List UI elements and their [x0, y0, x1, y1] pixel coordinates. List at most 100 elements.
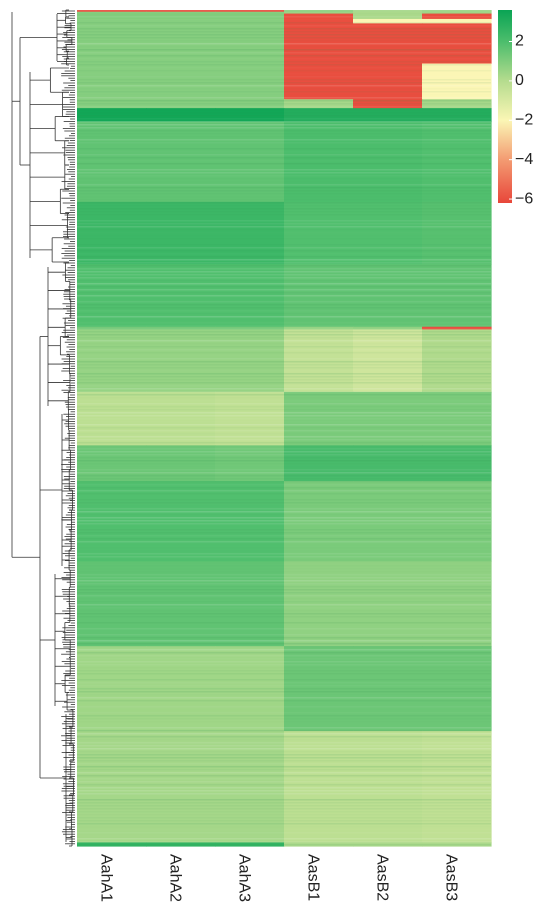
texture-line — [77, 769, 491, 771]
texture-line — [77, 688, 491, 690]
texture-line — [77, 529, 491, 531]
texture-line — [77, 385, 491, 387]
heatmap-cell — [77, 646, 147, 732]
texture-line — [77, 832, 491, 834]
heatmap-cell — [77, 730, 147, 844]
texture-line — [77, 31, 491, 33]
texture-line — [77, 280, 491, 282]
texture-line — [77, 73, 491, 75]
texture-line — [77, 748, 491, 750]
texture-line — [77, 676, 491, 678]
texture-line — [77, 253, 491, 255]
texture-line — [77, 841, 491, 843]
heatmap-cell — [215, 391, 285, 446]
heatmap-cell — [284, 201, 354, 265]
texture-line — [77, 364, 491, 366]
heatmap-cell — [284, 18, 354, 24]
texture-line — [77, 637, 491, 639]
texture-line — [77, 94, 491, 96]
texture-line — [77, 667, 491, 669]
texture-line — [77, 463, 491, 465]
texture-line — [77, 457, 491, 459]
heatmap-cell — [422, 18, 492, 24]
heatmap-cell — [215, 201, 285, 265]
texture-line — [77, 436, 491, 438]
texture-line — [77, 601, 491, 603]
texture-line — [77, 262, 491, 264]
texture-line — [77, 631, 491, 633]
heatmap-cell — [353, 63, 423, 100]
texture-line — [77, 808, 491, 810]
texture-line — [77, 466, 491, 468]
texture-line — [77, 640, 491, 642]
texture-line — [77, 628, 491, 630]
texture-line — [77, 706, 491, 708]
texture-line — [77, 439, 491, 441]
texture-line — [77, 103, 491, 105]
texture-line — [77, 376, 491, 378]
heatmap-cell — [146, 108, 216, 123]
texture-line — [77, 346, 491, 348]
texture-line — [77, 157, 491, 159]
heatmap-cell — [422, 445, 492, 482]
texture-line — [77, 232, 491, 234]
heatmap-cell — [215, 99, 285, 109]
texture-line — [77, 697, 491, 699]
heatmap-cell — [77, 391, 147, 446]
texture-line — [77, 154, 491, 156]
texture-line — [77, 490, 491, 492]
texture-line — [77, 790, 491, 792]
heatmap-cell — [146, 99, 216, 109]
heatmap-cell — [422, 13, 492, 20]
texture-line — [77, 355, 491, 357]
heatmap-cell — [284, 13, 354, 20]
texture-line — [77, 298, 491, 300]
texture-line — [77, 292, 491, 294]
texture-line — [77, 199, 491, 201]
texture-line — [77, 817, 491, 819]
heatmap-cell — [146, 63, 216, 100]
texture-line — [77, 409, 491, 411]
texture-line — [77, 481, 491, 483]
texture-line — [77, 52, 491, 54]
texture-line — [77, 793, 491, 795]
texture-line — [77, 418, 491, 420]
texture-line — [77, 646, 491, 648]
texture-line — [77, 682, 491, 684]
texture-line — [77, 526, 491, 528]
texture-line — [77, 532, 491, 534]
heatmap-cell — [215, 646, 285, 732]
texture-line — [77, 826, 491, 828]
heatmap-cell — [422, 329, 492, 393]
texture-line — [77, 589, 491, 591]
heatmap-cell — [146, 13, 216, 20]
texture-line — [77, 571, 491, 573]
heatmap-cell — [146, 842, 216, 847]
texture-line — [77, 715, 491, 717]
texture-line — [77, 583, 491, 585]
texture-line — [77, 805, 491, 807]
texture-line — [77, 415, 491, 417]
texture-line — [77, 736, 491, 738]
heatmap-cell — [77, 99, 147, 109]
texture-line — [77, 184, 491, 186]
texture-line — [77, 301, 491, 303]
heatmap-cell — [353, 730, 423, 844]
texture-line — [77, 391, 491, 393]
heatmap-cell — [146, 18, 216, 24]
texture-line — [77, 358, 491, 360]
texture-line — [77, 310, 491, 312]
texture-line — [77, 133, 491, 135]
column-label: AahA3 — [235, 854, 252, 902]
texture-line — [77, 592, 491, 594]
texture-line — [77, 19, 491, 21]
texture-line — [77, 823, 491, 825]
texture-line — [77, 577, 491, 579]
heatmap-cell — [284, 10, 354, 13]
texture-line — [77, 649, 491, 651]
heatmap-cell — [146, 201, 216, 265]
texture-line — [77, 283, 491, 285]
texture-line — [77, 820, 491, 822]
heatmap-cell — [77, 561, 147, 647]
